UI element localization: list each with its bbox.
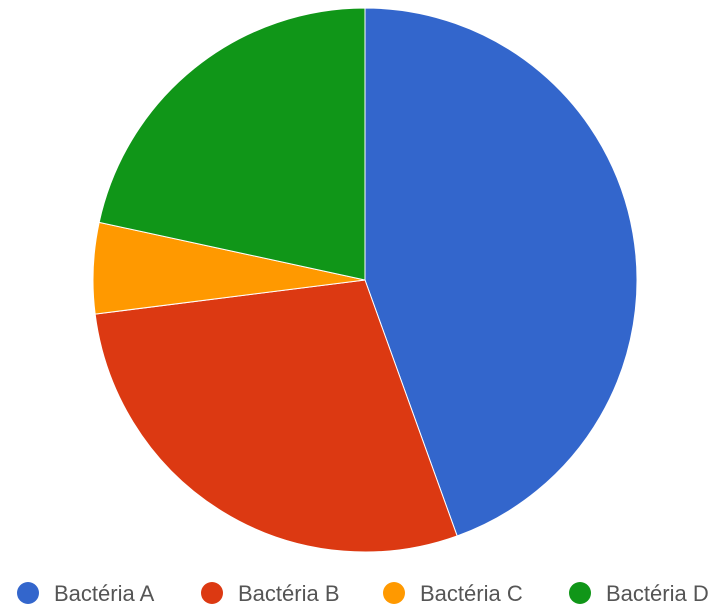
legend-swatch [17, 582, 39, 604]
legend-item-1[interactable]: Bactéria A [17, 581, 155, 606]
pie-slice-2[interactable] [94, 279, 458, 553]
legend: Bactéria A Bactéria B Bactéria C Bactéria D [17, 581, 709, 606]
legend-label: Bactéria A [54, 581, 155, 606]
pie-slices [92, 7, 638, 553]
legend-item-3[interactable]: Bactéria C [383, 581, 523, 606]
legend-label: Bactéria D [606, 581, 709, 606]
legend-label: Bactéria C [420, 581, 523, 606]
legend-swatch [569, 582, 591, 604]
legend-label: Bactéria B [238, 581, 340, 606]
legend-item-2[interactable]: Bactéria B [201, 581, 340, 606]
legend-swatch [201, 582, 223, 604]
pie-slice-4[interactable] [98, 7, 366, 281]
pie-slice-1[interactable] [364, 7, 638, 537]
legend-swatch [383, 582, 405, 604]
legend-item-4[interactable]: Bactéria D [569, 581, 709, 606]
